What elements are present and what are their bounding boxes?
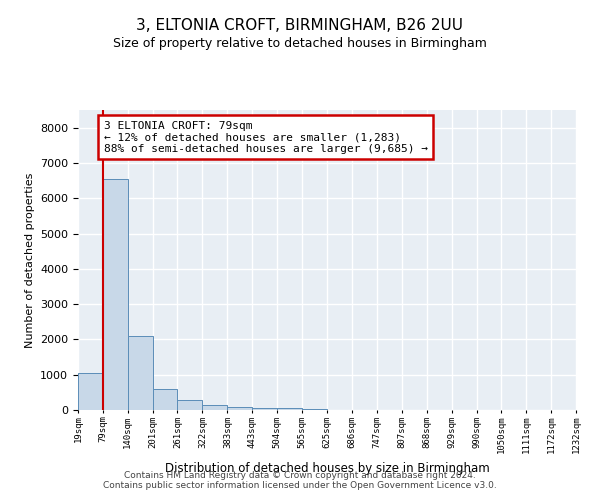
Bar	[103, 179, 128, 410]
Text: 3 ELTONIA CROFT: 79sqm
← 12% of detached houses are smaller (1,283)
88% of semi-: 3 ELTONIA CROFT: 79sqm ← 12% of detached…	[104, 120, 428, 154]
Bar	[202, 405, 227, 410]
Text: 3, ELTONIA CROFT, BIRMINGHAM, B26 2UU: 3, ELTONIA CROFT, BIRMINGHAM, B26 2UU	[137, 18, 464, 32]
Text: Contains HM Land Registry data © Crown copyright and database right 2024.
Contai: Contains HM Land Registry data © Crown c…	[103, 470, 497, 490]
Text: Size of property relative to detached houses in Birmingham: Size of property relative to detached ho…	[113, 38, 487, 51]
Bar	[78, 373, 103, 410]
Bar	[277, 408, 302, 410]
Bar	[178, 400, 202, 410]
Bar	[227, 407, 252, 410]
Bar	[153, 389, 178, 410]
Y-axis label: Number of detached properties: Number of detached properties	[25, 172, 35, 348]
Bar	[252, 408, 277, 410]
X-axis label: Distribution of detached houses by size in Birmingham: Distribution of detached houses by size …	[164, 462, 490, 474]
Bar	[302, 409, 327, 410]
Bar	[128, 336, 153, 410]
